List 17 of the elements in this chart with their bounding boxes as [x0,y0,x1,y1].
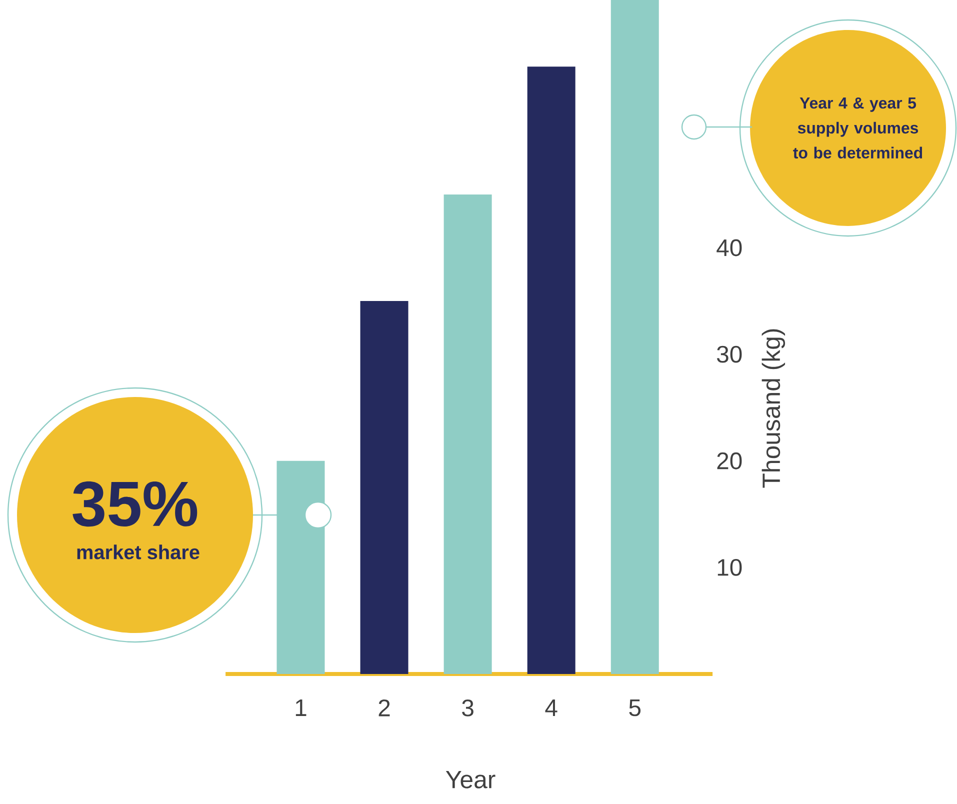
x-tick-label: 4 [545,699,558,716]
y-tick-label: 40 [716,239,742,256]
y-axis-title: Thousand (kg) [762,329,786,488]
text: market share [77,544,200,560]
y-tick-label: 10 [718,558,742,576]
x-tick-label: 5 [629,699,641,716]
y-tick-label: 30 [716,346,742,363]
bar [360,301,408,674]
x-tick-label: 1 [296,699,306,716]
x-tick-label: 3 [462,700,474,716]
bar [444,194,492,674]
text: 35% [72,481,198,527]
x-axis-title: Year [446,770,496,788]
text: Year 4 & year 5 supply volumes to be determined [793,97,922,158]
x-tick-label: 2 [378,700,390,716]
bar [527,66,576,674]
y-tick-label: 20 [717,452,742,470]
